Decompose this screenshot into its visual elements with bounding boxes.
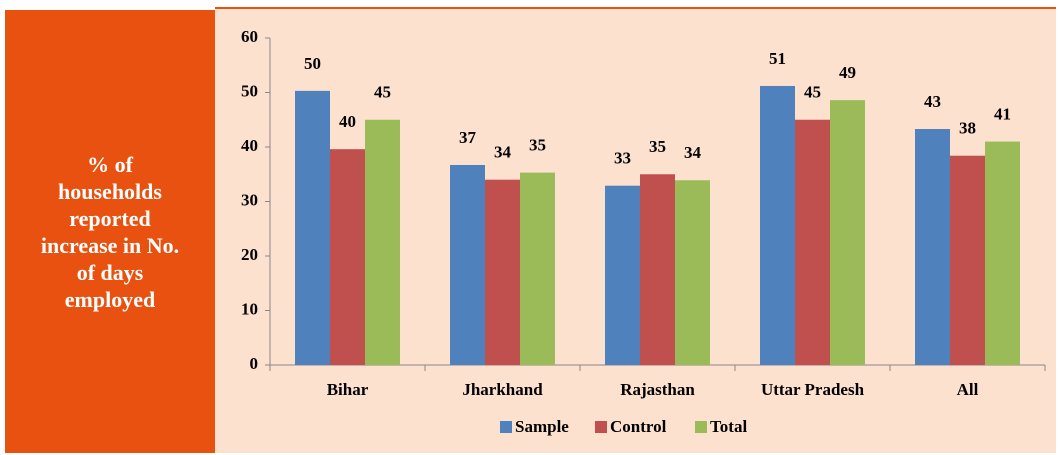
- x-tick-label: Rajasthan: [620, 380, 695, 399]
- x-tick-label: Uttar Pradesh: [761, 380, 865, 399]
- y-axis-label: % of households reported increase in No. of …: [5, 10, 215, 453]
- y-tick-label: 30: [241, 190, 258, 209]
- data-label: 35: [529, 136, 546, 155]
- y-tick-label: 10: [241, 299, 258, 318]
- legend-label: Control: [610, 417, 667, 436]
- y-axis-label-line: employed: [64, 286, 156, 312]
- y-axis-label-line: increase in No.: [40, 232, 180, 258]
- legend-label: Sample: [515, 417, 569, 436]
- data-label: 34: [494, 143, 512, 162]
- y-tick-label: 60: [241, 27, 258, 46]
- data-label: 49: [839, 63, 856, 82]
- y-axis-label-line: of days: [76, 259, 144, 285]
- y-tick-label: 50: [241, 81, 258, 100]
- bar: [640, 174, 675, 365]
- y-axis-label-line: households: [58, 178, 162, 204]
- bar: [485, 179, 520, 365]
- legend-swatch: [500, 421, 512, 433]
- data-label: 43: [924, 92, 941, 111]
- legend-label: Total: [710, 417, 747, 436]
- data-label: 45: [804, 83, 821, 102]
- data-label: 35: [649, 137, 666, 156]
- bar: [450, 164, 485, 365]
- y-tick-label: 40: [241, 136, 258, 155]
- data-label: 40: [339, 112, 356, 131]
- y-tick-label: 20: [241, 245, 258, 264]
- bar: [985, 141, 1020, 365]
- bar: [330, 149, 365, 365]
- bar: [365, 119, 400, 365]
- y-axis-label-line: reported: [69, 205, 151, 231]
- bar: [915, 129, 950, 365]
- data-label: 37: [459, 128, 477, 147]
- bar: [950, 155, 985, 365]
- bar: [520, 172, 555, 365]
- data-label: 38: [959, 119, 976, 138]
- data-label: 34: [684, 143, 702, 162]
- legend-swatch: [695, 421, 707, 433]
- bar: [295, 90, 330, 366]
- bar: [605, 185, 640, 365]
- x-tick-label: All: [957, 380, 979, 399]
- data-label: 50: [304, 54, 321, 73]
- data-label: 33: [614, 149, 631, 168]
- bar: [675, 180, 710, 365]
- data-label: 45: [374, 83, 391, 102]
- bar: [760, 85, 795, 366]
- y-tick-label: 0: [250, 354, 259, 373]
- bar: [795, 119, 830, 365]
- x-tick-label: Bihar: [327, 380, 369, 399]
- x-tick-label: Jharkhand: [462, 380, 543, 399]
- data-label: 51: [769, 49, 786, 68]
- y-axis-label-line: % of: [87, 151, 133, 177]
- legend-swatch: [595, 421, 607, 433]
- data-label: 41: [994, 104, 1011, 123]
- bar: [830, 100, 865, 365]
